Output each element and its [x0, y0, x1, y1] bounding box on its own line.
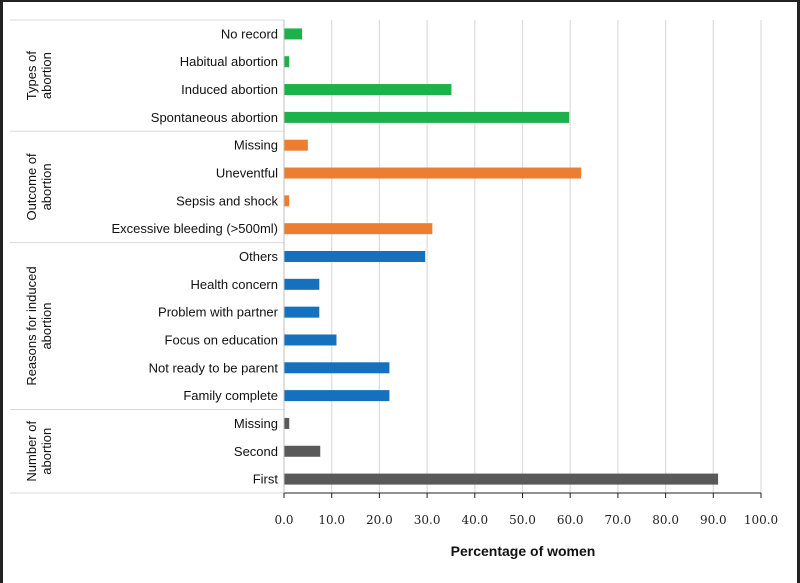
- group-label-line: abortion: [39, 163, 54, 210]
- bar: [284, 167, 582, 179]
- bar: [284, 84, 452, 96]
- category-label: Problem with partner: [158, 305, 279, 320]
- category-label: Others: [239, 249, 279, 264]
- category-label: Excessive bleeding (>500ml): [111, 221, 278, 236]
- bar: [284, 334, 337, 346]
- bar: [284, 139, 308, 151]
- x-axis: 0.0 10.0 20.0 30.0 40.0 50.0 60.0 70.0 80.0 90.0 1…: [274, 20, 778, 527]
- bar: [284, 251, 426, 262]
- x-tick-label: 10.0: [318, 513, 345, 527]
- category-labels: No record Habitual abortion Induced aborti…: [111, 26, 278, 486]
- group-label: Number of abortion: [24, 421, 54, 482]
- category-label: Missing: [234, 416, 278, 431]
- bar: [284, 56, 290, 68]
- category-label: Health concern: [191, 277, 278, 292]
- group-label-line: abortion: [39, 52, 54, 99]
- group-label-line: Number of: [24, 421, 39, 482]
- bar: [284, 390, 390, 402]
- group-label-line: abortion: [39, 428, 54, 475]
- x-tick-label: 50.0: [509, 513, 536, 527]
- group-label-line: Outcome of: [24, 153, 39, 221]
- bar: [284, 445, 321, 457]
- category-label: Uneventful: [216, 166, 278, 181]
- bars: [284, 28, 719, 485]
- category-label: Family complete: [183, 388, 278, 403]
- bar: [284, 28, 303, 40]
- category-label: Sepsis and shock: [176, 193, 278, 208]
- group-label-line: Types of: [24, 51, 39, 101]
- group-dividers: [10, 19, 284, 494]
- x-tick-label: 70.0: [605, 513, 632, 527]
- group-label-line: abortion: [39, 303, 54, 350]
- x-tick-label: 80.0: [652, 513, 679, 527]
- x-tick-label: 60.0: [557, 513, 584, 527]
- bar: [284, 362, 390, 374]
- category-label: Spontaneous abortion: [151, 110, 278, 125]
- x-tick-label: 100.0: [744, 513, 778, 527]
- category-label: Focus on education: [165, 332, 278, 347]
- category-label: First: [253, 472, 279, 487]
- bar: [284, 223, 433, 235]
- category-label: Missing: [234, 138, 278, 153]
- bar: [284, 278, 320, 290]
- category-label: Induced abortion: [181, 82, 278, 97]
- x-axis-title: Percentage of women: [451, 543, 596, 559]
- group-label: Reasons for induced abortion: [24, 266, 54, 385]
- x-tick-label: 20.0: [366, 513, 393, 527]
- x-tick-label: 30.0: [414, 513, 441, 527]
- category-label: Habitual abortion: [180, 54, 278, 69]
- x-tick-label: 40.0: [461, 513, 488, 527]
- x-tick-label: 90.0: [700, 513, 727, 527]
- category-label: Not ready to be parent: [149, 360, 279, 375]
- category-label: No record: [221, 26, 278, 41]
- group-label: Types of abortion: [24, 51, 54, 101]
- category-label: Second: [234, 444, 278, 459]
- bar: [284, 417, 290, 429]
- group-label-line: Reasons for induced: [24, 266, 39, 385]
- bar: [284, 473, 719, 485]
- group-label: Outcome of abortion: [24, 153, 54, 221]
- bar: [284, 306, 320, 318]
- bar: [284, 111, 570, 123]
- x-tick-label: 0.0: [274, 513, 293, 527]
- bar: [284, 195, 290, 207]
